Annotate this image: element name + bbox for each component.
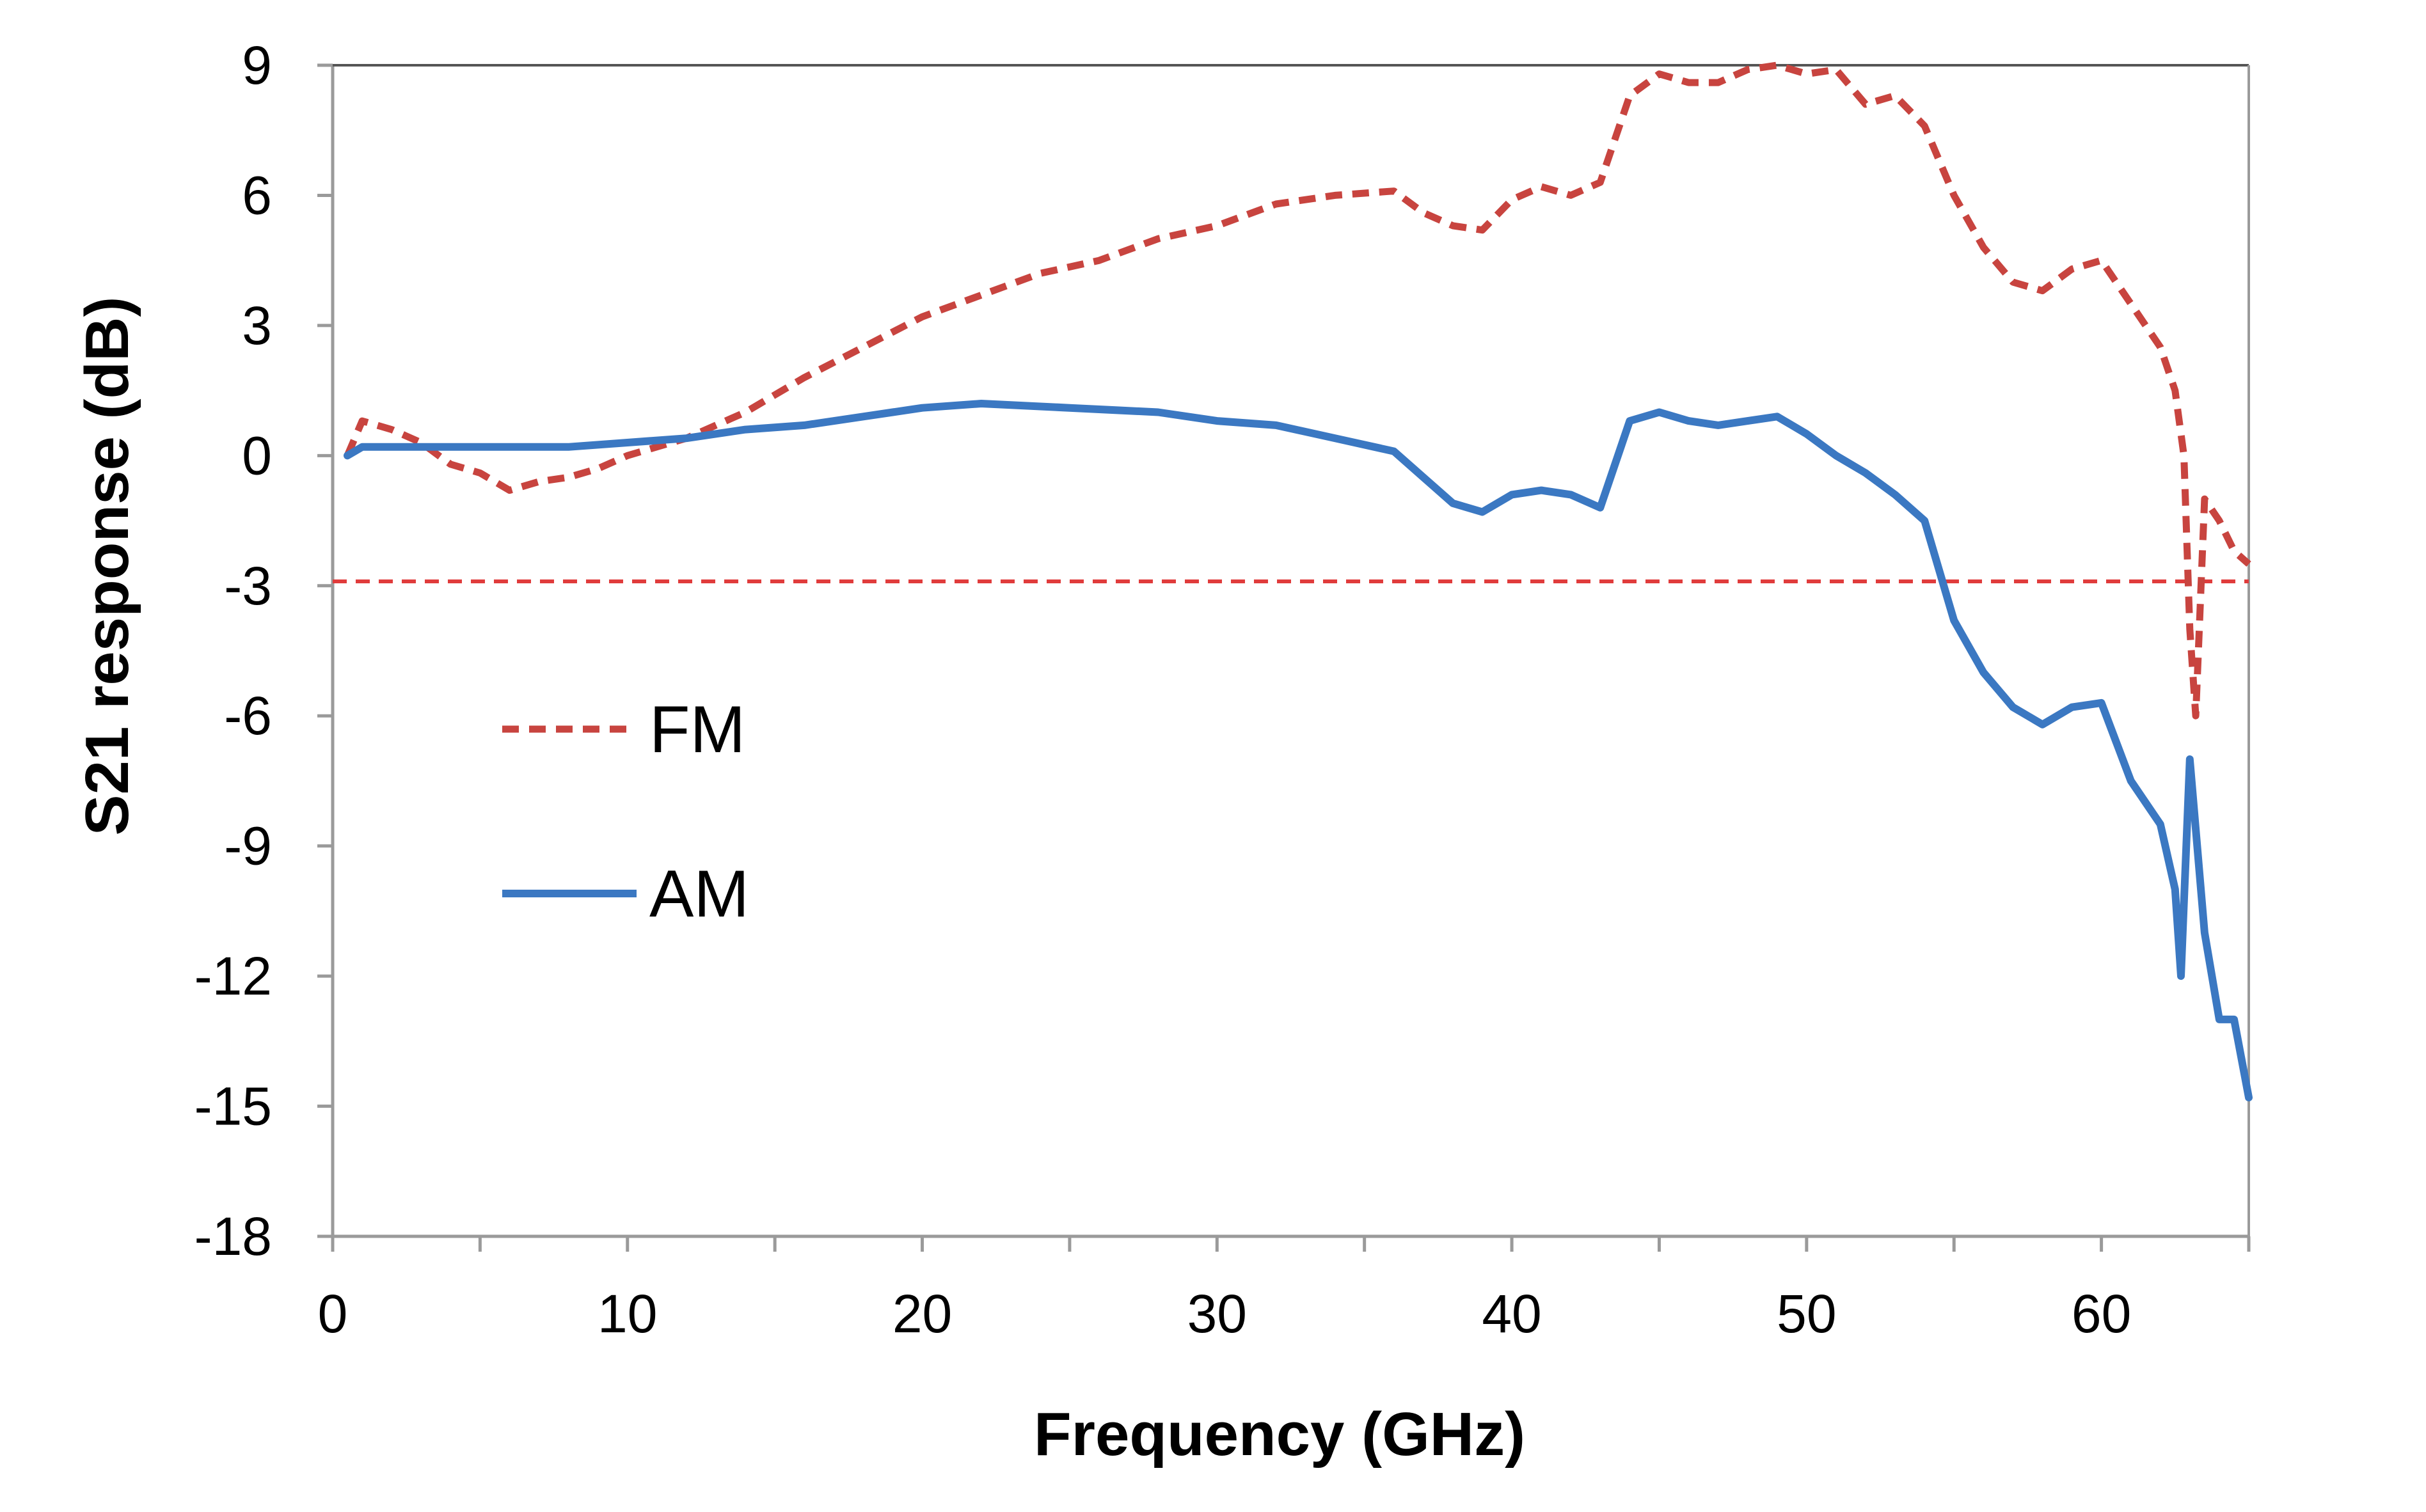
- y-tick-label: 0: [242, 425, 272, 485]
- legend-fm-label: FM: [649, 693, 745, 767]
- legend-am-label: AM: [649, 857, 749, 931]
- legend: FM AM: [502, 693, 749, 931]
- x-axis-title: Frequency (GHz): [1034, 1400, 1525, 1469]
- y-tick-label: 9: [242, 35, 272, 95]
- y-tick-label: 3: [242, 295, 272, 356]
- y-tick-label: -15: [194, 1076, 272, 1137]
- series-line-am: [344, 400, 2253, 1101]
- series-line-fm: [344, 61, 2251, 720]
- y-axis-title: S21 response (dB): [73, 297, 141, 836]
- y-axis-ticks: 9 6 3 0 -3 -6 -9 -12 -15 -18: [194, 35, 333, 1266]
- x-tick-label: 10: [598, 1284, 657, 1344]
- x-tick-label: 0: [318, 1284, 348, 1344]
- x-tick-label: 30: [1187, 1284, 1247, 1344]
- series-lines: [344, 61, 2253, 1101]
- x-tick-label: 20: [892, 1284, 952, 1344]
- x-tick-label: 40: [1482, 1284, 1541, 1344]
- plot-frame: [331, 64, 2250, 1238]
- x-tick-label: 60: [2072, 1284, 2131, 1344]
- y-tick-label: -3: [224, 556, 272, 616]
- x-axis-ticks: 0 10 20 30 40 50 60: [318, 1236, 2251, 1344]
- y-tick-label: -6: [224, 686, 272, 746]
- x-tick-label: 50: [1777, 1284, 1836, 1344]
- y-tick-label: -12: [194, 946, 272, 1006]
- y-tick-label: -18: [194, 1206, 272, 1266]
- y-tick-label: 6: [242, 165, 272, 225]
- y-tick-label: -9: [224, 816, 272, 876]
